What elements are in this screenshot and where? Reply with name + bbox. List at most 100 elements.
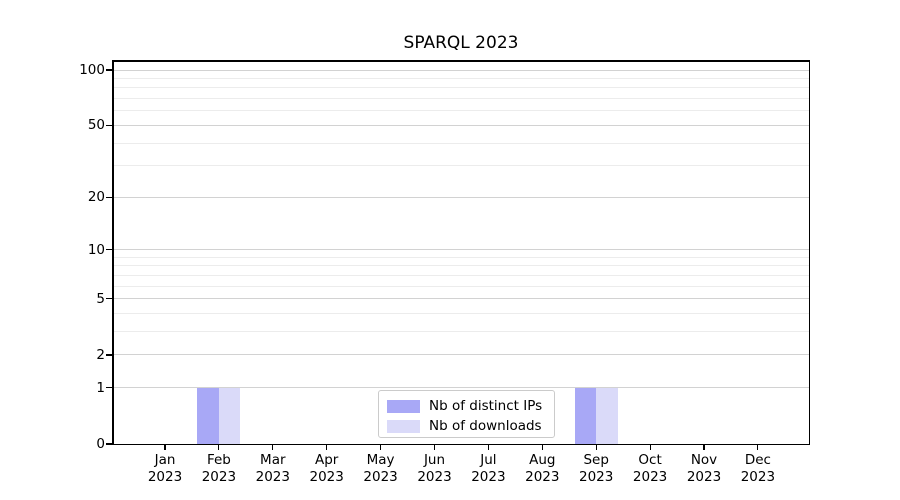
x-tick-month: Jan (154, 452, 176, 468)
legend-swatch-downloads (387, 420, 420, 433)
x-axis-tick-label: Sep 2023 (568, 452, 624, 486)
x-axis-tick-label: Aug 2023 (514, 452, 570, 486)
horizontal-gridline-minor (112, 331, 810, 333)
x-tick-year: 2023 (632, 469, 668, 485)
grid-layer (112, 60, 810, 445)
y-axis-tick (106, 249, 112, 251)
x-tick-year: 2023 (686, 469, 722, 485)
horizontal-gridline-major (112, 387, 810, 389)
horizontal-gridline-minor (112, 285, 810, 287)
horizontal-gridline-minor (112, 165, 810, 167)
horizontal-gridline-minor (112, 274, 810, 276)
legend: Nb of distinct IPs Nb of downloads (378, 390, 555, 438)
y-axis-tick-label: 5 (96, 290, 105, 307)
axis-spine-bottom (112, 443, 810, 445)
x-tick-month: Aug (529, 452, 556, 468)
y-axis-tick-label: 1 (96, 379, 105, 396)
x-axis-tick-label: Jan 2023 (137, 452, 193, 486)
x-axis-tick-label: Apr 2023 (299, 452, 355, 486)
horizontal-gridline-minor (112, 87, 810, 89)
x-axis-tick-label: Oct 2023 (622, 452, 678, 486)
x-axis-tick-label: Jun 2023 (407, 452, 463, 486)
x-tick-year: 2023 (471, 469, 506, 485)
y-axis-tick (106, 298, 112, 300)
horizontal-gridline-minor (112, 265, 810, 267)
y-axis-tick-label: 20 (87, 189, 105, 206)
axis-spine-left (112, 60, 114, 445)
x-tick-year: 2023 (309, 469, 344, 485)
horizontal-gridline-major (112, 196, 810, 198)
x-tick-month: Nov (690, 452, 718, 468)
legend-swatch-distinct-ips (387, 400, 420, 413)
x-tick-month: Feb (206, 452, 231, 468)
horizontal-gridline-major (112, 69, 810, 71)
chart-title: SPARQL 2023 (403, 33, 519, 53)
x-tick-year: 2023 (579, 469, 614, 485)
x-axis-tick (487, 445, 489, 450)
x-tick-year: 2023 (525, 469, 560, 485)
horizontal-gridline-major (112, 124, 810, 126)
horizontal-gridline-minor (112, 313, 810, 315)
y-axis-tick (106, 354, 112, 356)
y-axis-tick-label: 0 (96, 436, 105, 452)
x-axis-tick-label: May 2023 (353, 452, 409, 486)
x-axis-tick-label: Mar 2023 (245, 452, 301, 486)
x-axis-tick (433, 445, 436, 450)
legend-label-distinct-ips: Nb of distinct IPs (429, 398, 543, 414)
x-tick-year: 2023 (740, 469, 776, 485)
legend-row-distinct-ips: Nb of distinct IPs (387, 398, 554, 415)
x-axis-tick (703, 445, 705, 450)
axis-spine-top (112, 60, 810, 62)
horizontal-gridline-major (112, 298, 810, 300)
x-axis-tick (649, 445, 651, 450)
legend-row-downloads: Nb of downloads (387, 418, 554, 435)
x-axis-tick (380, 445, 382, 450)
x-tick-year: 2023 (417, 469, 452, 485)
x-axis-tick-label: Dec 2023 (730, 452, 786, 486)
y-axis-tick (106, 387, 112, 389)
bar-layer (112, 60, 810, 445)
x-tick-year: 2023 (201, 469, 237, 485)
horizontal-gridline-minor (112, 77, 810, 79)
y-axis-tick-label: 10 (87, 241, 105, 258)
x-axis-tick (218, 445, 220, 450)
bar-sep-downloads (596, 387, 618, 445)
x-tick-year: 2023 (363, 469, 398, 485)
x-tick-month: May (366, 452, 395, 468)
x-axis-tick-label: Feb 2023 (191, 452, 247, 486)
x-tick-year: 2023 (255, 469, 290, 485)
bar-feb-downloads (218, 387, 241, 445)
x-tick-month: Jun (423, 452, 446, 468)
x-axis-tick (164, 445, 166, 450)
y-axis-tick-label: 50 (87, 117, 105, 134)
y-axis-tick-label: 2 (96, 346, 105, 363)
x-axis-tick-label: Jul 2023 (460, 452, 516, 486)
horizontal-gridline-minor (112, 110, 810, 112)
x-axis-tick (541, 445, 543, 450)
y-axis-tick-label: 100 (79, 62, 105, 78)
horizontal-gridline-minor (112, 256, 810, 258)
y-axis-tick (106, 443, 112, 445)
axis-spine-right (808, 60, 810, 445)
plot-area: Nb of distinct IPs Nb of downloads (112, 60, 810, 445)
x-tick-month: Sep (583, 452, 609, 468)
x-axis-tick-label: Nov 2023 (676, 452, 732, 486)
x-axis-tick (272, 445, 274, 450)
x-axis-tick (595, 445, 597, 450)
y-axis-tick (106, 69, 112, 71)
x-tick-year: 2023 (147, 469, 183, 485)
x-tick-month: Dec (744, 452, 771, 468)
x-tick-month: Oct (638, 452, 662, 468)
x-tick-month: Jul (480, 452, 497, 468)
bar-sep-distinct-ips (574, 387, 597, 445)
x-tick-month: Mar (260, 452, 286, 468)
horizontal-gridline-major (112, 354, 810, 356)
horizontal-gridline-minor (112, 98, 810, 100)
x-axis-tick (326, 445, 328, 450)
x-axis-tick (757, 445, 759, 450)
y-axis-tick (106, 196, 112, 198)
horizontal-gridline-minor (112, 142, 810, 144)
bar-feb-distinct-ips (197, 387, 219, 445)
legend-label-downloads: Nb of downloads (429, 418, 542, 434)
